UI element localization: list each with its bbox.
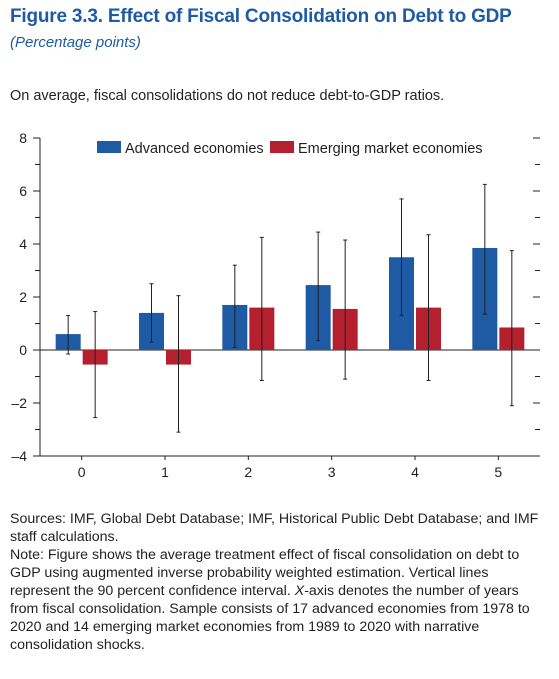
y-tick-label: –2 [11,395,27,411]
x-tick-label: 0 [78,464,86,480]
bar-chart: 8 6 4 2 0 –2 –4 0 1 2 3 4 5 Advanced economies Emerg… [11,130,540,480]
sources-text: Sources: IMF, Global Debt Database; IMF,… [10,511,539,545]
x-tick-label: 4 [411,464,419,480]
chart-legend: Advanced economies Emerging market econo… [97,141,483,157]
figure-lead-text: On average, fiscal consolidations do not… [10,88,445,104]
chart-bars [55,247,525,365]
note-text: Note: Figure shows the average treatment… [10,546,550,654]
figure-notes: Sources: IMF, Global Debt Database; IMF,… [10,510,550,654]
legend-swatch-advanced [97,141,121,153]
x-tick-label: 1 [161,464,169,480]
chart-axes [33,137,540,460]
note-text-part-1: Note: Figure shows the average treatment… [10,547,520,599]
legend-label-advanced: Advanced economies [125,141,264,157]
figure-subtitle: (Percentage points) [10,34,141,51]
y-tick-label: 0 [19,342,27,358]
legend-label-emerging: Emerging market economies [298,141,483,157]
x-tick-label: 5 [494,464,502,480]
y-tick-label: 2 [19,289,27,305]
legend-swatch-emerging [270,141,294,153]
figure-title: Figure 3.3. Effect of Fiscal Consolidati… [10,6,512,27]
x-tick-label: 3 [328,464,336,480]
y-tick-label: 6 [19,183,27,199]
chart-tick-labels: 8 6 4 2 0 –2 –4 0 1 2 3 4 5 [11,130,502,480]
note-text-part-2: -axis denotes the number of years from f… [10,583,530,653]
y-tick-label: –4 [11,448,27,464]
chart-error-bars [66,183,514,433]
y-tick-label: 8 [19,130,27,146]
y-tick-label: 4 [19,236,27,252]
note-text-x-italic: X [294,583,305,599]
x-tick-label: 2 [244,464,252,480]
